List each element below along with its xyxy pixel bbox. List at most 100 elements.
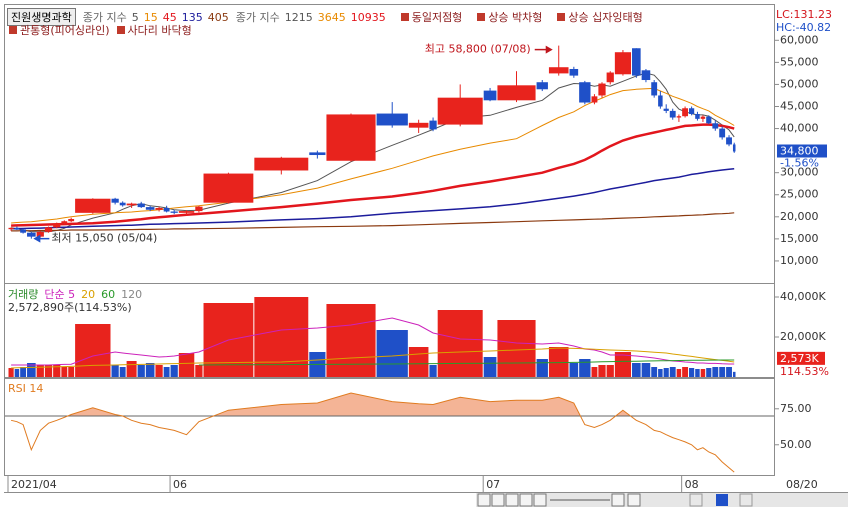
volume-panel — [4, 283, 775, 378]
button-tool[interactable] — [739, 493, 753, 507]
moving-average-line — [11, 212, 735, 232]
button-stop[interactable] — [519, 493, 533, 507]
volume-bar — [658, 369, 663, 377]
volume-bar — [254, 297, 309, 377]
candle-body — [548, 67, 569, 74]
legend-entry: 단순 5 — [44, 288, 76, 301]
candle-body — [203, 173, 254, 203]
candle-body — [682, 108, 689, 117]
volume-bar — [163, 367, 170, 377]
lc-label: LC:131.23 — [776, 8, 833, 21]
volume-bar — [178, 353, 195, 377]
volume-info: 2,572,890주(114.53%) — [8, 299, 132, 315]
button-prev-page[interactable] — [491, 493, 505, 507]
volume-bar — [68, 367, 75, 377]
toolbar — [476, 493, 848, 507]
x-tick-label: 2021/04 — [11, 478, 57, 491]
candle-body — [27, 232, 36, 237]
volume-bar — [732, 371, 736, 377]
rsi-area — [67, 393, 631, 416]
button-settings[interactable] — [627, 493, 641, 507]
ma-legend: 종가 지수 5 15 45 135 405 — [83, 9, 229, 25]
button-first[interactable] — [477, 493, 491, 507]
button-tool[interactable] — [689, 493, 703, 507]
candle-body — [641, 70, 651, 81]
volume-bar — [536, 359, 548, 377]
moving-average-line — [11, 87, 735, 224]
low-arrow-head — [33, 234, 41, 243]
pattern-entry: 사다리 바닥형 — [116, 22, 192, 38]
candle-body — [700, 116, 706, 119]
volume-bar — [36, 365, 44, 377]
volume-bar — [170, 365, 178, 377]
button-prev[interactable] — [505, 493, 519, 507]
pattern-marker — [9, 26, 17, 34]
volume-bar — [591, 367, 598, 377]
volume-bar — [429, 365, 437, 377]
button-next[interactable] — [533, 493, 547, 507]
candle-body — [658, 95, 663, 107]
y-tick-label: 75.00 — [780, 402, 812, 415]
candle-body — [111, 198, 119, 203]
y-tick-label: 45,000 — [780, 99, 819, 112]
candle-body — [663, 108, 669, 111]
candle-body — [598, 83, 606, 96]
y-tick-label: 20,000 — [780, 210, 819, 223]
candle-body — [75, 198, 111, 213]
pattern-name: 상승 박차형 — [488, 11, 543, 24]
candle-body — [178, 211, 195, 213]
last-volume-label: 2,573K — [780, 352, 819, 365]
candle-body — [536, 82, 548, 90]
legend-entry: 45 — [162, 10, 177, 24]
pattern-entry: 동일저점형 — [400, 9, 462, 25]
button-add[interactable] — [716, 494, 728, 506]
pattern-marker — [116, 26, 125, 34]
y-tick-label: 40,000 — [780, 122, 819, 135]
low-annotation: 최저 15,050 (05/04) — [51, 232, 157, 245]
legend-entry: 5 — [131, 10, 139, 24]
candle-body — [497, 85, 536, 101]
volume-bar — [726, 367, 732, 377]
volume-bar — [126, 361, 137, 377]
candle-body — [408, 122, 429, 128]
candle-body — [68, 219, 75, 222]
candle-body — [145, 207, 155, 210]
y-tick-label: 15,000 — [780, 232, 819, 245]
volume-bar — [579, 359, 591, 377]
legend-entry: 20 — [81, 287, 96, 301]
candle-body — [36, 231, 44, 237]
candle-body — [695, 113, 700, 119]
volume-bar — [408, 347, 429, 377]
candle-body — [326, 114, 376, 161]
pattern-name: 상승 십자잉태형 — [568, 11, 643, 24]
pattern-name: 사다리 바닥형 — [127, 24, 192, 37]
x-tick-label: 08 — [685, 478, 699, 491]
candle-body — [8, 227, 14, 230]
volume-bar — [663, 368, 669, 377]
pattern-entry: 상승 십자잉태형 — [557, 9, 643, 25]
legend-entry: 1215 — [284, 10, 313, 24]
volume-bar — [497, 320, 536, 377]
pattern-marker — [557, 13, 566, 21]
volume-bar — [689, 368, 695, 377]
volume-bar — [712, 367, 719, 377]
candle-body — [651, 82, 658, 96]
volume-bar — [606, 365, 614, 377]
legend-title: 거래량 — [8, 288, 39, 301]
high-annotation: 최고 58,800 (07/08) — [425, 43, 531, 56]
y-tick-label: 25,000 — [780, 188, 819, 201]
price-legend: 진원생명과학 종가 지수 5 15 45 135 405 종가 지수 1215 3645 10935… — [7, 8, 643, 26]
volume-bar — [326, 304, 376, 377]
button-zoom[interactable] — [611, 493, 625, 507]
volume-bar — [119, 367, 126, 377]
candle-body — [676, 116, 682, 118]
y-tick-label: 40,000K — [780, 290, 826, 303]
candle-body — [569, 68, 579, 76]
volume-bar — [641, 363, 651, 377]
volume-bar — [61, 367, 68, 377]
y-tick-label: 50.00 — [780, 438, 812, 451]
volume-bar — [598, 365, 606, 377]
candle-body — [712, 123, 719, 129]
